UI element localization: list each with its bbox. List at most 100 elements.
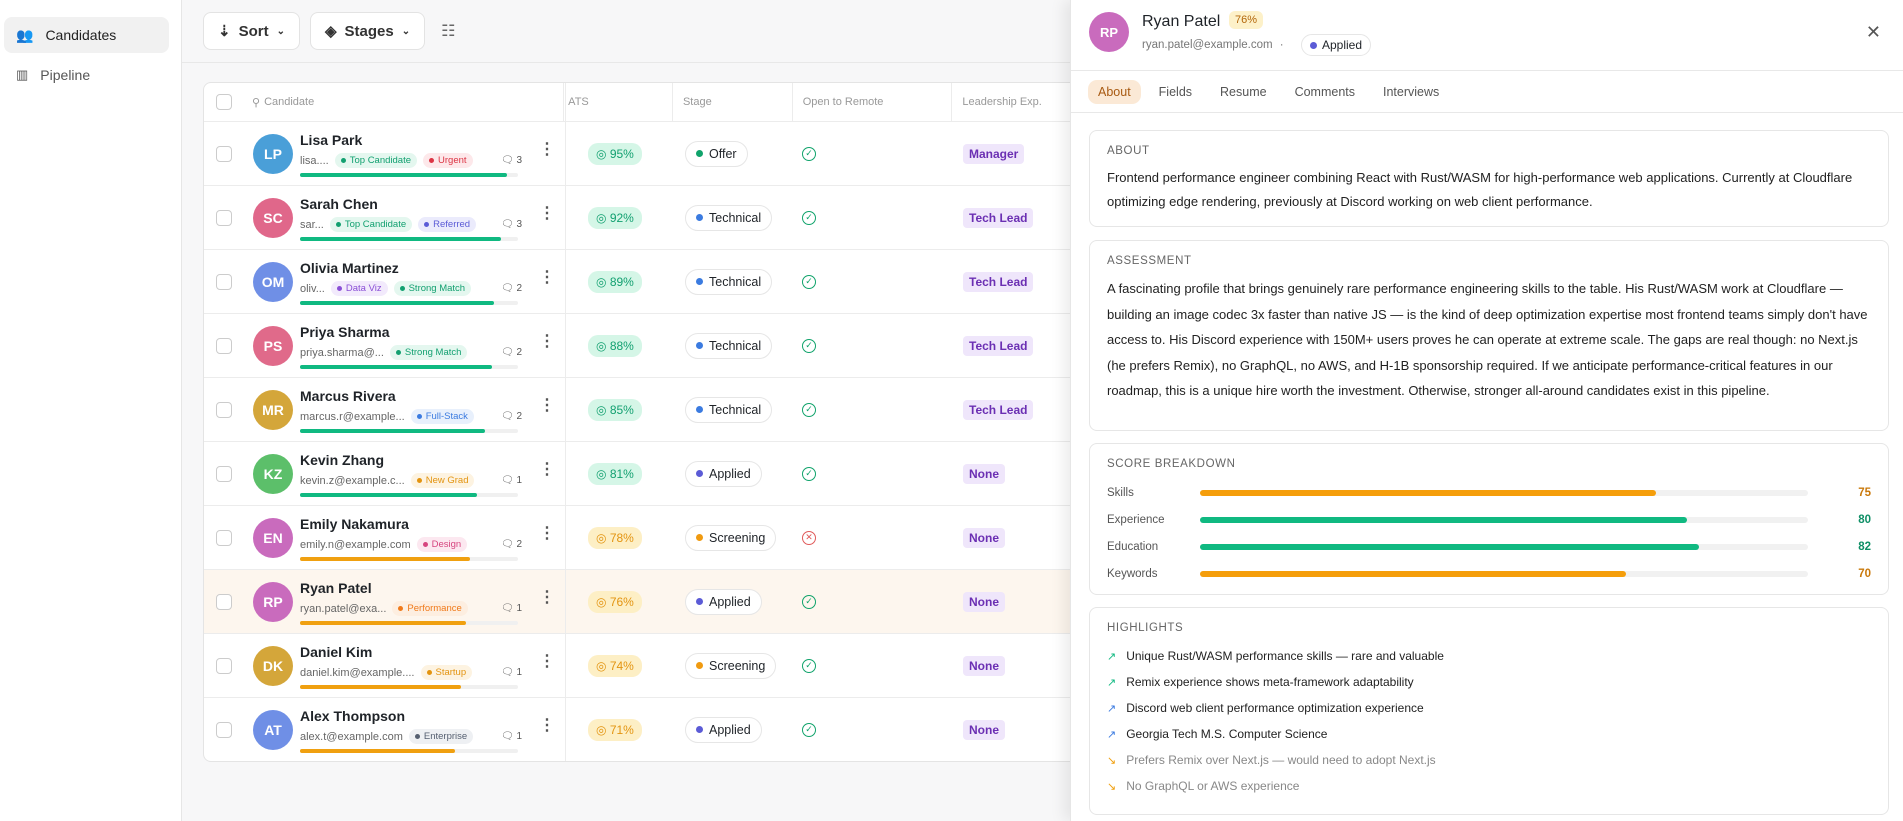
comment-count[interactable]: 🗨 1 xyxy=(501,731,522,742)
candidate-name[interactable]: Olivia Martinez xyxy=(300,260,399,276)
check-circle-icon: ✓ xyxy=(802,658,816,673)
row-checkbox[interactable] xyxy=(216,721,232,738)
table-row[interactable]: KZ Kevin Zhang kevin.z@example.c... New Gra… xyxy=(204,442,1102,506)
row-checkbox[interactable] xyxy=(216,401,232,418)
table-row[interactable]: LP Lisa Park lisa.... Top Candidate Urgent 🗨 … xyxy=(204,122,1102,186)
table-row[interactable]: MR Marcus Rivera marcus.r@example... Full-S… xyxy=(204,378,1102,442)
sort-button[interactable]: ⇣ Sort ⌄ xyxy=(203,12,300,50)
row-checkbox[interactable] xyxy=(216,145,232,162)
comment-count[interactable]: 🗨 2 xyxy=(501,283,522,294)
target-icon: ◎ xyxy=(596,530,610,545)
candidate-name[interactable]: Marcus Rivera xyxy=(300,388,396,404)
comment-count[interactable]: 🗨 3 xyxy=(501,219,522,230)
stage-badge[interactable]: Technical xyxy=(685,204,773,231)
stage-dot xyxy=(696,470,703,477)
view-toggle-icon[interactable]: ☷ xyxy=(441,23,456,40)
candidate-name[interactable]: Priya Sharma xyxy=(300,324,390,340)
row-checkbox[interactable] xyxy=(216,657,232,674)
more-options-icon[interactable]: ⋮ xyxy=(539,461,555,478)
tag-dot xyxy=(340,158,346,163)
candidate-email: ryan.patel@exa... xyxy=(300,602,387,615)
ats-value: 95% xyxy=(609,146,634,161)
row-checkbox[interactable] xyxy=(216,337,232,354)
stage-badge[interactable]: Applied xyxy=(685,460,762,487)
candidate-name[interactable]: Alex Thompson xyxy=(300,708,406,724)
chevron-down-icon: ⌄ xyxy=(401,25,411,37)
table-row[interactable]: AT Alex Thompson alex.t@example.com Enterpr… xyxy=(204,698,1102,761)
more-options-icon[interactable]: ⋮ xyxy=(539,269,555,286)
stage-badge[interactable]: Screening xyxy=(685,652,777,679)
stage-label: Offer xyxy=(709,146,737,161)
comment-count[interactable]: 🗨 1 xyxy=(501,475,522,486)
tag-dot xyxy=(416,414,422,419)
header-candidate[interactable]: Candidate xyxy=(264,96,315,108)
tab-resume[interactable]: Resume xyxy=(1220,84,1267,99)
table-row[interactable]: PS Priya Sharma priya.sharma@... Strong Mat… xyxy=(204,314,1102,378)
more-options-icon[interactable]: ⋮ xyxy=(539,525,555,542)
more-options-icon[interactable]: ⋮ xyxy=(539,397,555,414)
comment-count[interactable]: 🗨 2 xyxy=(501,411,522,422)
tab-fields[interactable]: Fields xyxy=(1158,84,1193,99)
select-all-checkbox[interactable] xyxy=(216,94,232,110)
table-row[interactable]: SC Sarah Chen sar... Top Candidate Referred 🗨… xyxy=(204,186,1102,250)
sidebar-item-pipeline[interactable]: ▥ Pipeline xyxy=(16,67,91,83)
header-ats[interactable]: ATS xyxy=(564,83,673,121)
column-divider xyxy=(565,83,566,761)
more-options-icon[interactable]: ⋮ xyxy=(539,205,555,222)
more-options-icon[interactable]: ⋮ xyxy=(539,653,555,670)
row-checkbox[interactable] xyxy=(216,593,232,610)
tab-comments[interactable]: Comments xyxy=(1294,84,1355,99)
ats-value: 76% xyxy=(609,594,634,609)
table-header: ⚲ Candidate ATS Stage Open to Remote Lead… xyxy=(204,83,1102,122)
comment-count[interactable]: 🗨 1 xyxy=(501,603,522,614)
tab-interviews[interactable]: Interviews xyxy=(1383,84,1440,99)
header-remote[interactable]: Open to Remote xyxy=(793,83,953,121)
row-checkbox[interactable] xyxy=(216,529,232,546)
tag-dot xyxy=(335,222,341,227)
candidate-name[interactable]: Emily Nakamura xyxy=(300,516,409,532)
candidate-email: daniel.kim@example.... xyxy=(300,666,415,679)
check-circle-icon: ✓ xyxy=(802,338,816,353)
score-value: 75 xyxy=(1858,486,1871,499)
more-options-icon[interactable]: ⋮ xyxy=(539,333,555,350)
sidebar: 👥 Candidates ▥ Pipeline xyxy=(0,0,182,821)
close-icon[interactable]: ✕ xyxy=(1865,22,1881,42)
candidate-name[interactable]: Daniel Kim xyxy=(300,644,373,660)
candidate-name[interactable]: Kevin Zhang xyxy=(300,452,385,468)
stage-badge[interactable]: Technical xyxy=(685,268,773,295)
header-stage[interactable]: Stage xyxy=(673,83,793,121)
row-checkbox[interactable] xyxy=(216,465,232,482)
header-leadership[interactable]: Leadership Exp. xyxy=(962,96,1042,108)
stage-badge[interactable]: Applied xyxy=(685,588,762,615)
tab-about[interactable]: About xyxy=(1088,79,1141,104)
stages-button[interactable]: ◈ Stages ⌄ xyxy=(309,12,426,50)
comment-count[interactable]: 🗨 2 xyxy=(501,347,522,358)
row-checkbox[interactable] xyxy=(216,273,232,290)
sidebar-item-candidates[interactable]: 👥 Candidates xyxy=(4,17,169,53)
stage-badge[interactable]: Screening xyxy=(685,524,777,551)
table-row[interactable]: OM Olivia Martinez oliv... Data Viz Strong M… xyxy=(204,250,1102,314)
stage-badge[interactable]: Applied xyxy=(1301,34,1372,56)
ats-progress-fill xyxy=(300,237,501,241)
row-checkbox[interactable] xyxy=(216,209,232,226)
stage-badge[interactable]: Applied xyxy=(685,716,762,743)
tag-badge: New Grad xyxy=(410,473,475,488)
stage-badge[interactable]: Technical xyxy=(685,396,773,423)
table-row[interactable]: RP Ryan Patel ryan.patel@exa... Performance… xyxy=(204,570,1102,634)
more-options-icon[interactable]: ⋮ xyxy=(539,717,555,734)
more-options-icon[interactable]: ⋮ xyxy=(539,589,555,606)
candidate-name[interactable]: Lisa Park xyxy=(300,132,363,148)
comment-count[interactable]: 🗨 2 xyxy=(501,539,522,550)
ats-value: 89% xyxy=(609,274,634,289)
stage-badge[interactable]: Offer xyxy=(685,140,748,167)
candidate-name[interactable]: Sarah Chen xyxy=(300,196,378,212)
comment-count[interactable]: 🗨 1 xyxy=(501,667,522,678)
comment-icon: 🗨 xyxy=(500,155,517,166)
comment-count[interactable]: 🗨 3 xyxy=(501,155,522,166)
table-row[interactable]: DK Daniel Kim daniel.kim@example.... Startu… xyxy=(204,634,1102,698)
stage-badge[interactable]: Technical xyxy=(685,332,773,359)
table-row[interactable]: EN Emily Nakamura emily.n@example.com Desig… xyxy=(204,506,1102,570)
more-options-icon[interactable]: ⋮ xyxy=(539,141,555,158)
score-bar-fill xyxy=(1199,570,1626,577)
candidate-name[interactable]: Ryan Patel xyxy=(300,580,372,596)
